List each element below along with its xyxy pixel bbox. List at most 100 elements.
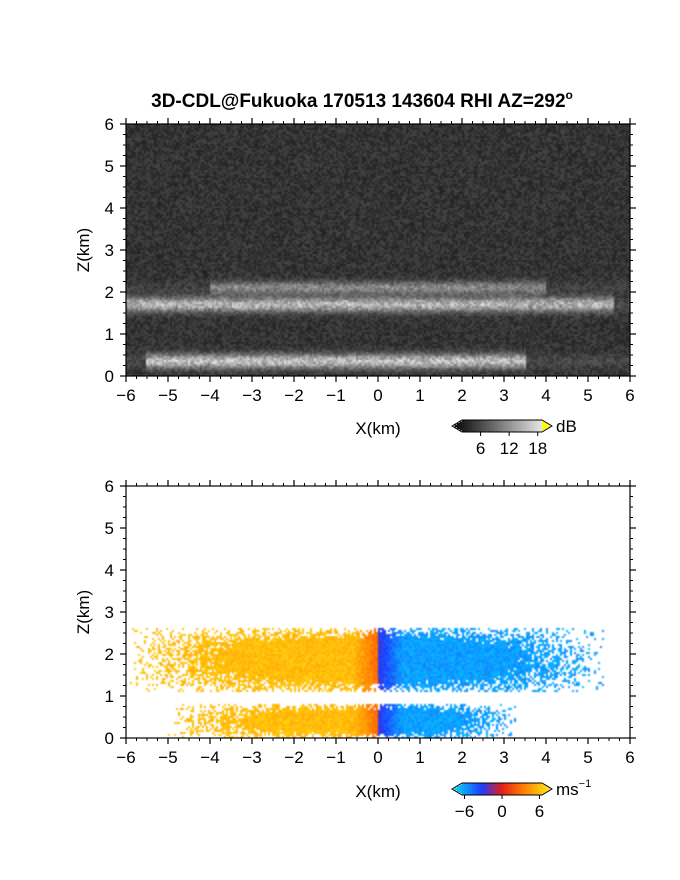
colorbar-segment [497,420,500,432]
x-tick-label: 5 [583,748,592,767]
colorbar-segment [514,420,518,432]
colorbar-segment [469,420,473,432]
colorbar-outline [451,782,553,796]
colorbar-tick-label: 0 [497,802,506,821]
colorbar-segment [489,420,493,432]
figure-title: 3D-CDL@Fukuoka 170513 143604 RHI AZ=292o [151,88,573,112]
colorbar-segment [482,783,485,795]
colorbar-segment [457,423,460,429]
colorbar-segment [477,783,480,795]
colorbar-segment [494,420,498,432]
colorbar-segment [544,423,548,429]
y-tick-label: 5 [105,519,114,538]
y-tick-label: 6 [105,115,114,134]
colorbar-segment [534,783,538,795]
x-tick-label: 5 [583,386,592,405]
colorbar-segment [479,783,483,795]
colorbar-segment [537,783,540,795]
colorbar-segment [487,783,490,795]
colorbar-segment [469,783,473,795]
colorbar-segment [519,783,523,795]
colorbar-segment [462,783,465,795]
colorbar-tick-label: 6 [535,802,544,821]
colorbar-segment [512,420,515,432]
y-tick-label: 3 [105,603,114,622]
colorbar-segment [534,420,538,432]
x-tick-label: 4 [541,748,550,767]
colorbar-segment [524,783,528,795]
colorbar-segment [472,783,475,795]
colorbar-segment [519,420,523,432]
x-tick-label: 1 [415,748,424,767]
x-tick-label: 1 [415,386,424,405]
colorbar-segment [454,787,458,791]
colorbar-segment [504,783,508,795]
colorbar-segment [514,783,518,795]
velocity-xlabel: X(km) [355,782,400,801]
x-tick-label: −2 [284,748,303,767]
colorbar-segment [457,786,460,792]
colorbar-segment [542,784,545,794]
colorbar-segment [467,420,470,432]
colorbar-segment [484,783,488,795]
colorbar-segment [542,421,545,431]
x-tick-label: 2 [457,748,466,767]
colorbar-segment [459,784,463,794]
x-tick-label: −3 [242,386,261,405]
x-tick-label: −6 [116,386,135,405]
colorbar-segment [532,783,535,795]
colorbar-segment [527,783,530,795]
colorbar-segment [497,783,500,795]
colorbar-segment [474,420,478,432]
colorbar-segment [522,783,525,795]
velocity-colorbar: −6 0 6 ms−1 [451,778,591,821]
colorbar-segment [502,783,505,795]
colorbar-segment [517,420,520,432]
reflectivity-ylabel: Z(km) [74,228,93,272]
colorbar-segment [482,420,485,432]
y-tick-label: 3 [105,241,114,260]
y-tick-label: 0 [105,367,114,386]
x-tick-label: 6 [625,386,634,405]
colorbar-segment [539,783,543,795]
colorbar-segment [529,420,533,432]
colorbar-segment [484,420,488,432]
colorbar-segment [507,420,510,432]
colorbar-segment [547,787,550,791]
x-tick-label: −4 [200,748,219,767]
colorbar-segment [464,420,468,432]
y-tick-label: 1 [105,325,114,344]
velocity-axes: −6 −5 −4 −3 −2 −1 0 1 2 3 4 5 6 0 1 2 3 4 5 6 [105,477,636,767]
colorbar-segment [462,420,465,432]
velocity-panel: −6 −5 −4 −3 −2 −1 0 1 2 3 4 5 6 0 1 2 3 4 5 6 X(km) Z(km) −… [74,477,636,821]
x-tick-label: 0 [373,748,382,767]
x-tick-label: −6 [116,748,135,767]
x-tick-label: 3 [499,748,508,767]
y-tick-label: 4 [105,199,114,218]
reflectivity-colorbar: 6 12 18 dB [451,417,577,458]
y-tick-label: 2 [105,645,114,664]
x-tick-label: −5 [158,748,177,767]
colorbar-tick-label: 6 [476,439,485,458]
colorbar-unit: ms−1 [556,778,591,799]
colorbar-segment [479,420,483,432]
colorbar-segment [512,783,515,795]
colorbar-segment [509,783,513,795]
y-tick-label: 1 [105,687,114,706]
reflectivity-axes: −6 −5 −4 −3 −2 −1 0 1 2 3 4 5 6 0 1 2 3 4 5 6 [105,115,636,405]
y-tick-label: 6 [105,477,114,496]
colorbar-segment [472,420,475,432]
colorbar-segment [517,783,520,795]
colorbar-segment [529,783,533,795]
x-tick-label: −2 [284,386,303,405]
y-tick-label: 0 [105,729,114,748]
colorbar-segment [499,783,503,795]
colorbar-segment [477,420,480,432]
colorbar-segment [489,783,493,795]
velocity-field [126,486,630,738]
x-tick-label: 4 [541,386,550,405]
colorbar-segment [467,783,470,795]
colorbar-segment [474,783,478,795]
velocity-ylabel: Z(km) [74,590,93,634]
